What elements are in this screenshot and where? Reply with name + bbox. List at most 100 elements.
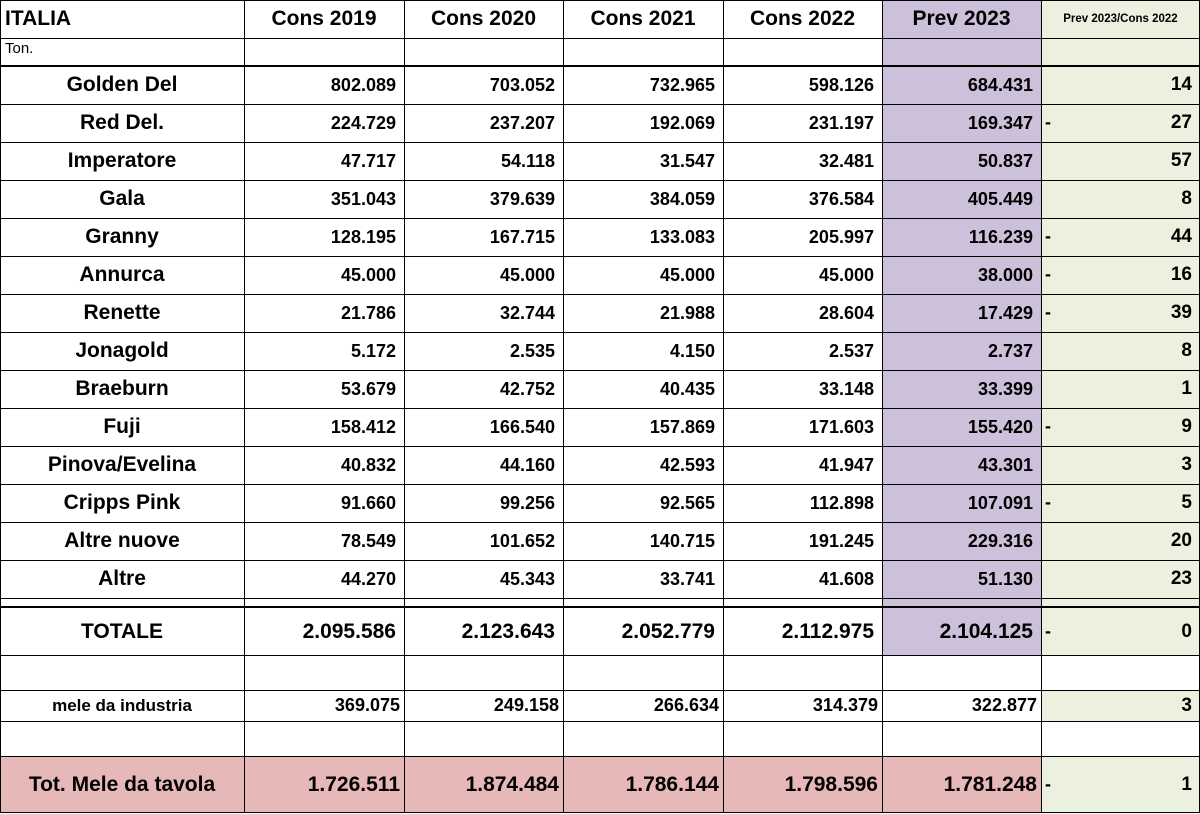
grid-hline bbox=[0, 256, 1200, 257]
variety-value: 21.988 bbox=[659, 302, 715, 323]
grid-hline bbox=[0, 606, 1200, 608]
variety-value: 229.316 bbox=[882, 522, 1041, 560]
variety-value: 33.399 bbox=[882, 370, 1041, 408]
unit-label: Ton. bbox=[5, 40, 34, 57]
variety-value: 44.270 bbox=[340, 568, 396, 589]
variety-name: Renette bbox=[83, 301, 161, 324]
variety-value: 45.000 bbox=[499, 264, 555, 285]
variety-row: Cripps Pink 91.660 99.256 92.565 112.898 107.… bbox=[0, 484, 1200, 522]
grid-vline bbox=[404, 0, 405, 813]
grid-hline bbox=[0, 65, 1200, 67]
variety-value: 116.239 bbox=[882, 218, 1041, 256]
variety-value: 28.604 bbox=[818, 302, 874, 323]
table-apples-row: Tot. Mele da tavola 1.726.511 1.874.484 … bbox=[0, 757, 1200, 812]
negative-sign: - bbox=[1045, 112, 1051, 132]
grid-vline bbox=[244, 0, 245, 813]
variety-value: 169.347 bbox=[882, 104, 1041, 142]
variety-value: 167.715 bbox=[489, 226, 555, 247]
variety-change: 57 bbox=[1041, 142, 1200, 180]
variety-value: 42.593 bbox=[659, 454, 715, 475]
variety-value: 53.679 bbox=[340, 378, 396, 399]
variety-value: 33.741 bbox=[659, 568, 715, 589]
total-value: 2.104.125 bbox=[882, 608, 1041, 655]
total-value: 2.112.975 bbox=[781, 619, 874, 643]
grid-hline bbox=[0, 690, 1200, 691]
industry-value: 266.634 bbox=[653, 695, 719, 715]
grid-hline bbox=[0, 332, 1200, 333]
grid-hline bbox=[0, 484, 1200, 485]
variety-value: 41.608 bbox=[818, 568, 874, 589]
variety-value: 33.148 bbox=[818, 378, 874, 399]
unit-row-prev-fill bbox=[882, 38, 1041, 66]
industry-label: mele da industria bbox=[52, 695, 192, 715]
grid-vline bbox=[0, 0, 1, 813]
variety-value: 157.869 bbox=[649, 416, 715, 437]
variety-value: 99.256 bbox=[499, 492, 555, 513]
variety-value: 41.947 bbox=[818, 454, 874, 475]
variety-value: 155.420 bbox=[882, 408, 1041, 446]
table-apples-value: 1.781.248 bbox=[882, 757, 1041, 812]
industry-row: mele da industria 369.075 249.158 266.63… bbox=[0, 690, 1200, 721]
separator-prev-fill bbox=[882, 596, 1041, 606]
variety-row: Fuji 158.412 166.540 157.869 171.603 155.420 9… bbox=[0, 408, 1200, 446]
variety-value: 171.603 bbox=[808, 416, 874, 437]
variety-value: 140.715 bbox=[649, 530, 715, 551]
variety-value: 351.043 bbox=[330, 188, 396, 209]
grid-hline bbox=[0, 756, 1200, 757]
grid-hline bbox=[0, 370, 1200, 371]
variety-name: Pinova/Evelina bbox=[47, 453, 197, 476]
grid-vline bbox=[723, 0, 724, 813]
variety-value: 128.195 bbox=[330, 226, 396, 247]
variety-value: 5.172 bbox=[350, 340, 396, 361]
table-apples-value: 1.726.511 bbox=[244, 757, 404, 812]
variety-value: 2.535 bbox=[509, 340, 555, 361]
variety-value: 379.639 bbox=[489, 188, 555, 209]
variety-name: Altre nuove bbox=[64, 529, 180, 552]
grid-vline bbox=[563, 0, 564, 813]
variety-change: 20 bbox=[1041, 522, 1200, 560]
variety-name: Golden Del bbox=[66, 73, 178, 96]
grid-hline bbox=[0, 0, 1200, 1]
separator-change-fill bbox=[1041, 596, 1200, 606]
variety-value: 91.660 bbox=[340, 492, 396, 513]
variety-value: 31.547 bbox=[659, 150, 715, 171]
variety-value: 133.083 bbox=[649, 226, 715, 247]
variety-value: 703.052 bbox=[489, 74, 555, 95]
negative-sign: - bbox=[1045, 416, 1051, 436]
header-row: ITALIA Cons 2019 Cons 2020 Cons 2021 Con… bbox=[0, 0, 1200, 38]
variety-change: 8 bbox=[1041, 180, 1200, 218]
variety-value: 107.091 bbox=[882, 484, 1041, 522]
industry-value: 369.075 bbox=[334, 695, 400, 715]
variety-value: 32.481 bbox=[818, 150, 874, 171]
variety-row: Annurca 45.000 45.000 45.000 45.000 38.000 16- bbox=[0, 256, 1200, 294]
variety-value: 38.000 bbox=[882, 256, 1041, 294]
variety-value: 4.150 bbox=[669, 340, 715, 361]
region-title: ITALIA bbox=[5, 7, 72, 30]
variety-name: Gala bbox=[99, 187, 145, 210]
variety-value: 40.832 bbox=[340, 454, 396, 475]
variety-value: 376.584 bbox=[808, 188, 874, 209]
col-header-change: Prev 2023/Cons 2022 bbox=[1041, 0, 1200, 38]
variety-value: 43.301 bbox=[882, 446, 1041, 484]
variety-value: 598.126 bbox=[808, 74, 874, 95]
variety-change: 3 bbox=[1041, 446, 1200, 484]
variety-value: 45.000 bbox=[340, 264, 396, 285]
col-header-cons-2021: Cons 2021 bbox=[590, 7, 696, 30]
grid-hline bbox=[0, 655, 1200, 656]
variety-name: Granny bbox=[85, 225, 159, 248]
variety-name: Braeburn bbox=[75, 377, 169, 400]
variety-row: Altre 44.270 45.343 33.741 41.608 51.130 23 bbox=[0, 560, 1200, 598]
variety-value: 166.540 bbox=[489, 416, 555, 437]
negative-sign: - bbox=[1045, 302, 1051, 322]
industry-value: 249.158 bbox=[493, 695, 559, 715]
variety-row: Renette 21.786 32.744 21.988 28.604 17.429 39- bbox=[0, 294, 1200, 332]
col-header-cons-2019: Cons 2019 bbox=[271, 7, 377, 30]
variety-name: Cripps Pink bbox=[63, 491, 181, 514]
variety-value: 21.786 bbox=[340, 302, 396, 323]
variety-value: 45.343 bbox=[499, 568, 555, 589]
grid-hline bbox=[0, 598, 1200, 599]
variety-name: Altre bbox=[98, 567, 146, 590]
industry-value: 314.379 bbox=[812, 695, 878, 715]
variety-value: 2.737 bbox=[882, 332, 1041, 370]
variety-change: 14 bbox=[1041, 66, 1200, 104]
